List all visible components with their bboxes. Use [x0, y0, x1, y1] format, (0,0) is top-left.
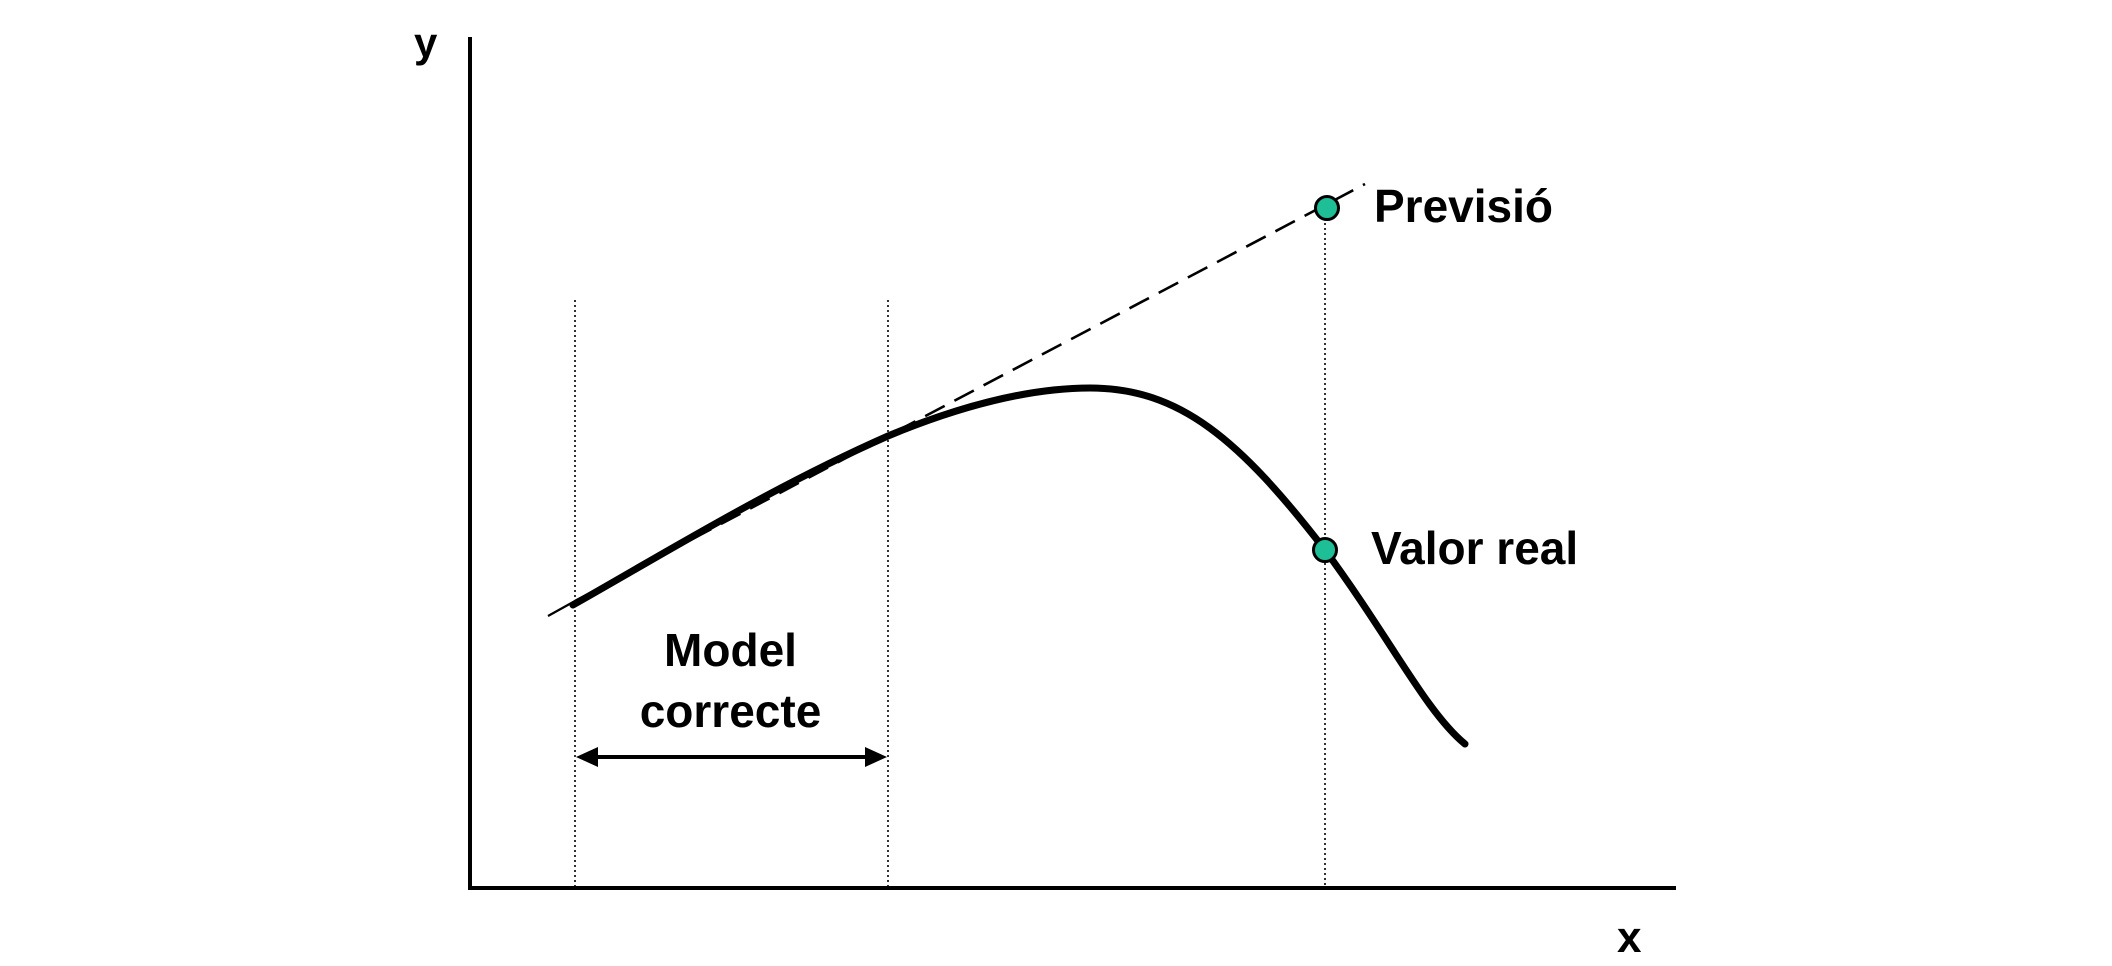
valid-model-label: Model correcte: [639, 624, 822, 737]
arrow-head-right: [865, 747, 887, 767]
actual-curve: [569, 384, 1469, 748]
arrow-head-left: [576, 747, 598, 767]
real-value-label: Valor real: [1371, 522, 1579, 574]
y-axis-label: y: [414, 19, 438, 66]
real-value-point: [1312, 537, 1338, 563]
forecast-point: [1314, 195, 1340, 221]
x-axis-label: x: [1617, 913, 1642, 962]
forecast-label: Previsió: [1374, 180, 1553, 232]
